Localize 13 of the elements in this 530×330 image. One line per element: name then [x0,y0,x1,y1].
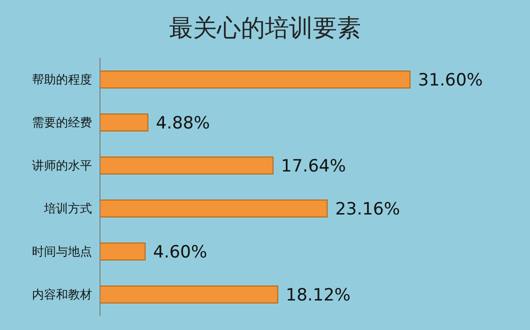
y-tick-label: 培训方式 [43,202,92,216]
data-label: 18.12% [286,286,351,306]
y-tick-label: 需要的经费 [32,116,92,130]
y-tick-label: 讲师的水平 [32,158,92,172]
data-label: 17.64% [281,156,346,176]
chart-title: 最关心的培训要素 [169,14,361,42]
y-tick-label: 时间与地点 [32,244,92,258]
data-label: 4.88% [156,114,210,134]
data-label: 23.16% [335,200,400,220]
data-label: 31.60% [418,70,483,90]
y-tick-label: 内容和教材 [32,288,92,302]
y-tick-label: 帮助的程度 [32,72,92,86]
data-label: 4.60% [153,242,208,262]
